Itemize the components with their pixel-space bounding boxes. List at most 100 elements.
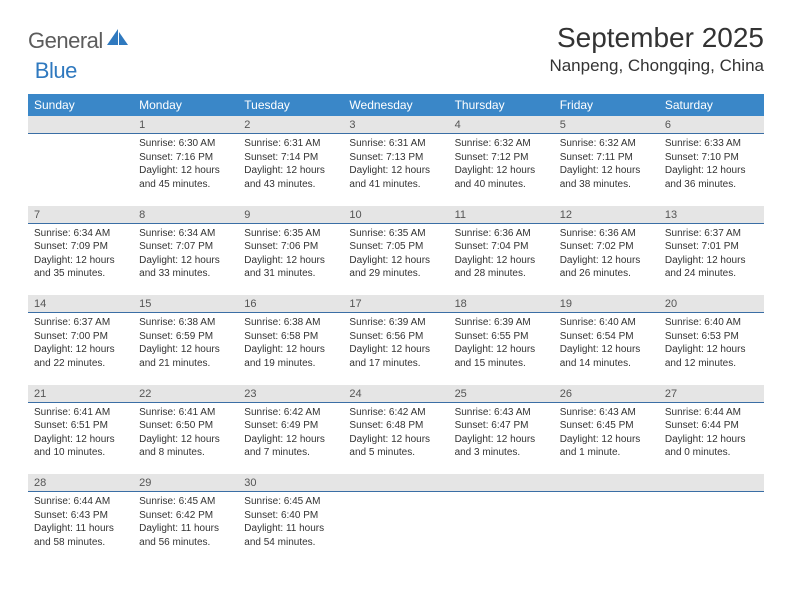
dow-tuesday: Tuesday [238, 94, 343, 116]
daylight-line: Daylight: 12 hours and 40 minutes. [455, 164, 548, 191]
sunset-line: Sunset: 7:05 PM [349, 240, 442, 254]
dow-sunday: Sunday [28, 94, 133, 116]
day-body-cell [343, 492, 448, 564]
day-body-cell: Sunrise: 6:31 AMSunset: 7:13 PMDaylight:… [343, 134, 448, 206]
sunset-line: Sunset: 6:49 PM [244, 419, 337, 433]
sunrise-line: Sunrise: 6:45 AM [244, 495, 337, 509]
sunrise-line: Sunrise: 6:39 AM [455, 316, 548, 330]
daylight-line: Daylight: 12 hours and 26 minutes. [560, 254, 653, 281]
daynum-row: 21222324252627 [28, 385, 764, 403]
daylight-line: Daylight: 12 hours and 35 minutes. [34, 254, 127, 281]
sunset-line: Sunset: 7:12 PM [455, 151, 548, 165]
day-number-cell: 16 [238, 295, 343, 313]
day-number-cell: 13 [659, 206, 764, 224]
day-number-cell: 5 [554, 116, 659, 134]
day-body-cell: Sunrise: 6:38 AMSunset: 6:58 PMDaylight:… [238, 313, 343, 385]
sunset-line: Sunset: 7:14 PM [244, 151, 337, 165]
day-body-cell: Sunrise: 6:42 AMSunset: 6:49 PMDaylight:… [238, 402, 343, 474]
sunrise-line: Sunrise: 6:38 AM [139, 316, 232, 330]
daylight-line: Daylight: 12 hours and 43 minutes. [244, 164, 337, 191]
day-number-cell: 8 [133, 206, 238, 224]
day-body-cell: Sunrise: 6:39 AMSunset: 6:55 PMDaylight:… [449, 313, 554, 385]
sunrise-line: Sunrise: 6:44 AM [34, 495, 127, 509]
daylight-line: Daylight: 12 hours and 31 minutes. [244, 254, 337, 281]
daynum-row: 14151617181920 [28, 295, 764, 313]
body-row: Sunrise: 6:34 AMSunset: 7:09 PMDaylight:… [28, 223, 764, 295]
day-body-cell: Sunrise: 6:30 AMSunset: 7:16 PMDaylight:… [133, 134, 238, 206]
day-body-cell: Sunrise: 6:45 AMSunset: 6:42 PMDaylight:… [133, 492, 238, 564]
sunrise-line: Sunrise: 6:30 AM [139, 137, 232, 151]
daylight-line: Daylight: 12 hours and 29 minutes. [349, 254, 442, 281]
sunset-line: Sunset: 7:13 PM [349, 151, 442, 165]
sunset-line: Sunset: 6:42 PM [139, 509, 232, 523]
day-number-cell: 27 [659, 385, 764, 403]
daylight-line: Daylight: 12 hours and 36 minutes. [665, 164, 758, 191]
day-number-cell: 9 [238, 206, 343, 224]
day-body-cell: Sunrise: 6:41 AMSunset: 6:50 PMDaylight:… [133, 402, 238, 474]
day-body-cell: Sunrise: 6:31 AMSunset: 7:14 PMDaylight:… [238, 134, 343, 206]
sunrise-line: Sunrise: 6:32 AM [455, 137, 548, 151]
day-body-cell: Sunrise: 6:32 AMSunset: 7:11 PMDaylight:… [554, 134, 659, 206]
daylight-line: Daylight: 12 hours and 5 minutes. [349, 433, 442, 460]
title-block: September 2025 Nanpeng, Chongqing, China [549, 22, 764, 76]
day-body-cell [554, 492, 659, 564]
daylight-line: Daylight: 12 hours and 45 minutes. [139, 164, 232, 191]
sunrise-line: Sunrise: 6:43 AM [455, 406, 548, 420]
day-body-cell: Sunrise: 6:32 AMSunset: 7:12 PMDaylight:… [449, 134, 554, 206]
dow-row: Sunday Monday Tuesday Wednesday Thursday… [28, 94, 764, 116]
sunrise-line: Sunrise: 6:37 AM [665, 227, 758, 241]
sunset-line: Sunset: 6:56 PM [349, 330, 442, 344]
sunrise-line: Sunrise: 6:40 AM [560, 316, 653, 330]
day-body-cell: Sunrise: 6:45 AMSunset: 6:40 PMDaylight:… [238, 492, 343, 564]
sunset-line: Sunset: 6:44 PM [665, 419, 758, 433]
daylight-line: Daylight: 12 hours and 41 minutes. [349, 164, 442, 191]
location: Nanpeng, Chongqing, China [549, 56, 764, 76]
day-number-cell: 28 [28, 474, 133, 492]
daynum-row: 123456 [28, 116, 764, 134]
daylight-line: Daylight: 12 hours and 1 minute. [560, 433, 653, 460]
daylight-line: Daylight: 12 hours and 38 minutes. [560, 164, 653, 191]
daylight-line: Daylight: 12 hours and 0 minutes. [665, 433, 758, 460]
day-number-cell: 12 [554, 206, 659, 224]
day-number-cell [659, 474, 764, 492]
daylight-line: Daylight: 12 hours and 15 minutes. [455, 343, 548, 370]
day-number-cell: 20 [659, 295, 764, 313]
logo-text-general: General [28, 28, 103, 54]
logo-text-blue: Blue [35, 58, 77, 84]
day-number-cell: 6 [659, 116, 764, 134]
daynum-row: 282930 [28, 474, 764, 492]
day-number-cell: 30 [238, 474, 343, 492]
sunrise-line: Sunrise: 6:45 AM [139, 495, 232, 509]
calendar-page: General September 2025 Nanpeng, Chongqin… [0, 0, 792, 582]
sunset-line: Sunset: 7:11 PM [560, 151, 653, 165]
body-row: Sunrise: 6:30 AMSunset: 7:16 PMDaylight:… [28, 134, 764, 206]
calendar-table: Sunday Monday Tuesday Wednesday Thursday… [28, 94, 764, 564]
sunset-line: Sunset: 6:55 PM [455, 330, 548, 344]
sunrise-line: Sunrise: 6:35 AM [349, 227, 442, 241]
day-number-cell: 11 [449, 206, 554, 224]
dow-wednesday: Wednesday [343, 94, 448, 116]
body-row: Sunrise: 6:44 AMSunset: 6:43 PMDaylight:… [28, 492, 764, 564]
day-number-cell: 1 [133, 116, 238, 134]
day-number-cell: 25 [449, 385, 554, 403]
day-number-cell: 4 [449, 116, 554, 134]
daylight-line: Daylight: 12 hours and 14 minutes. [560, 343, 653, 370]
day-body-cell: Sunrise: 6:43 AMSunset: 6:47 PMDaylight:… [449, 402, 554, 474]
day-body-cell: Sunrise: 6:43 AMSunset: 6:45 PMDaylight:… [554, 402, 659, 474]
dow-thursday: Thursday [449, 94, 554, 116]
sunrise-line: Sunrise: 6:42 AM [349, 406, 442, 420]
daylight-line: Daylight: 12 hours and 24 minutes. [665, 254, 758, 281]
day-number-cell: 24 [343, 385, 448, 403]
sunrise-line: Sunrise: 6:42 AM [244, 406, 337, 420]
sunrise-line: Sunrise: 6:31 AM [349, 137, 442, 151]
body-row: Sunrise: 6:41 AMSunset: 6:51 PMDaylight:… [28, 402, 764, 474]
day-body-cell: Sunrise: 6:36 AMSunset: 7:02 PMDaylight:… [554, 223, 659, 295]
day-number-cell: 7 [28, 206, 133, 224]
day-number-cell: 15 [133, 295, 238, 313]
sunset-line: Sunset: 7:09 PM [34, 240, 127, 254]
dow-friday: Friday [554, 94, 659, 116]
daylight-line: Daylight: 11 hours and 54 minutes. [244, 522, 337, 549]
dow-monday: Monday [133, 94, 238, 116]
sunrise-line: Sunrise: 6:36 AM [560, 227, 653, 241]
daylight-line: Daylight: 11 hours and 58 minutes. [34, 522, 127, 549]
